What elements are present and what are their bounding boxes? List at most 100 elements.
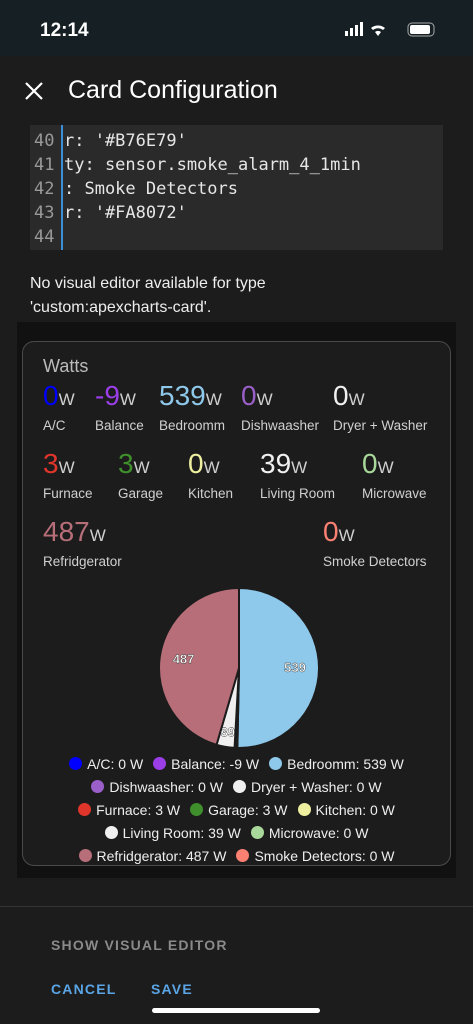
legend-label: Garage: 3 W	[208, 801, 288, 818]
legend-label: Balance: -9 W	[171, 755, 260, 772]
code-line: r: '#B76E79'	[64, 131, 187, 151]
legend-marker	[69, 757, 83, 770]
legend-item: Living Room: 39 W	[104, 824, 241, 841]
stat-value: 39W	[260, 450, 307, 482]
card-title: Watts	[43, 356, 89, 376]
legend-label: Dryer + Washer: 0 W	[251, 778, 382, 795]
stat-value: 539W	[159, 382, 222, 414]
code-editor[interactable]: 40 r: '#B76E79' 41 ty: sensor.smoke_alarm_4…	[30, 125, 443, 250]
stat-value: 0W	[188, 450, 220, 482]
legend-marker	[250, 826, 264, 839]
legend-label: Bedroomm: 539 W	[287, 755, 404, 772]
legend-item: Dryer + Washer: 0 W	[233, 779, 382, 795]
legend-row: A/C: 0 W Balance: -9 W Bedroomm: 539 W	[23, 752, 450, 775]
line-number: 40	[34, 131, 55, 151]
stat-value: -9W	[95, 382, 136, 414]
line-number: 44	[34, 227, 55, 247]
stat-name: Furnace	[43, 486, 93, 501]
stat-unit: W	[348, 390, 365, 409]
stat-name: Kitchen	[188, 486, 234, 501]
legend-item: Dishwaasher: 0 W	[91, 779, 223, 795]
legend-label: Living Room: 39 W	[122, 824, 241, 841]
line-number: 41	[34, 155, 55, 175]
close-button[interactable]	[24, 81, 44, 101]
legend-row: Refridgerator: 487 W Smoke Detectors: 0 W	[23, 844, 450, 867]
show-visual-editor[interactable]: SHOW VISUAL EDITOR	[51, 937, 228, 953]
time: 12:14	[40, 20, 89, 41]
stat-name: Bedroomm	[159, 418, 226, 433]
legend-label: Refridgerator: 487 W	[96, 847, 227, 864]
legend: A/C: 0 W Balance: -9 W Bedroomm: 539 W Dish…	[23, 752, 450, 867]
legend-label: A/C: 0 W	[87, 755, 144, 772]
stat-value: 0W	[362, 450, 394, 482]
legend-label: Smoke Detectors: 0 W	[254, 847, 395, 864]
stat-unit: W	[89, 526, 106, 545]
divider	[0, 906, 473, 907]
legend-item: Smoke Detectors: 0 W	[236, 847, 395, 864]
stat-value: 487W	[43, 518, 106, 550]
legend-item: Microwave: 0 W	[250, 824, 369, 841]
legend-marker	[297, 803, 311, 816]
stat-number: 0	[362, 448, 378, 479]
save-button[interactable]: SAVE	[151, 981, 193, 997]
slice-label: 487	[173, 651, 195, 666]
stat-number: 487	[43, 516, 90, 547]
stat-unit: W	[119, 390, 136, 409]
status-icons	[345, 22, 435, 37]
legend-marker	[91, 780, 105, 793]
pie-chart: 539 39 487	[158, 586, 321, 750]
stat-value: 3W	[43, 450, 75, 482]
stat-unit: W	[256, 390, 273, 409]
stat-unit: W	[205, 390, 222, 409]
legend-item: A/C: 0 W	[69, 756, 143, 772]
legend-marker	[153, 757, 167, 770]
stat-number: 3	[118, 448, 134, 479]
stat-value: 0W	[43, 382, 75, 414]
card: Watts 539 39 487 A/C: 0 W Balance: -9 W Bedr…	[22, 341, 451, 866]
stat-unit: W	[133, 458, 150, 477]
stat-value: 0W	[333, 382, 365, 414]
stat-number: 39	[260, 448, 292, 479]
line-number: 43	[34, 203, 55, 223]
legend-label: Dishwaasher: 0 W	[109, 778, 224, 795]
stat-number: 3	[43, 448, 59, 479]
cursor-gutter	[61, 125, 63, 250]
stat-name: Refridgerator	[43, 554, 122, 569]
stat-name: Dishwaasher	[241, 418, 320, 433]
legend-marker	[104, 826, 118, 839]
stat-unit: W	[203, 458, 220, 477]
legend-item: Balance: -9 W	[153, 756, 259, 772]
legend-marker	[233, 780, 247, 793]
message: No visual editor available for type 'cus…	[30, 275, 266, 316]
stat-number: 0	[323, 516, 339, 547]
stat-unit: W	[377, 458, 394, 477]
code-line: r: '#FA8072'	[64, 203, 187, 223]
legend-item: Kitchen: 0 W	[297, 802, 395, 818]
stat-name: A/C	[43, 418, 66, 433]
stat-unit: W	[291, 458, 308, 477]
legend-item: Bedroomm: 539 W	[269, 756, 404, 772]
stat-value: 0W	[323, 518, 355, 550]
stat-number: 0	[241, 380, 257, 411]
stat-unit: W	[58, 458, 75, 477]
legend-row: Furnace: 3 W Garage: 3 W Kitchen: 0 W	[23, 798, 450, 821]
slice-label: 539	[284, 660, 306, 675]
legend-row: Dishwaasher: 0 W Dryer + Washer: 0 W	[23, 775, 450, 798]
stat-name: Balance	[95, 418, 144, 433]
stat-unit: W	[338, 526, 355, 545]
cancel-button[interactable]: CANCEL	[51, 981, 117, 997]
legend-marker	[78, 803, 92, 816]
legend-item: Refridgerator: 487 W	[78, 847, 227, 864]
legend-label: Microwave: 0 W	[268, 824, 369, 841]
pie-slice	[158, 586, 240, 747]
legend-label: Furnace: 3 W	[96, 801, 181, 818]
header-title: Card Configuration	[68, 76, 278, 104]
line-number: 42	[34, 179, 55, 199]
pie-slice	[236, 586, 321, 749]
stat-name: Microwave	[362, 486, 427, 501]
stat-number: 0	[43, 380, 59, 411]
legend-item: Garage: 3 W	[190, 801, 288, 818]
code-line: ty: sensor.smoke_alarm_4_1min	[64, 155, 361, 175]
code-line: : Smoke Detectors	[64, 179, 238, 199]
